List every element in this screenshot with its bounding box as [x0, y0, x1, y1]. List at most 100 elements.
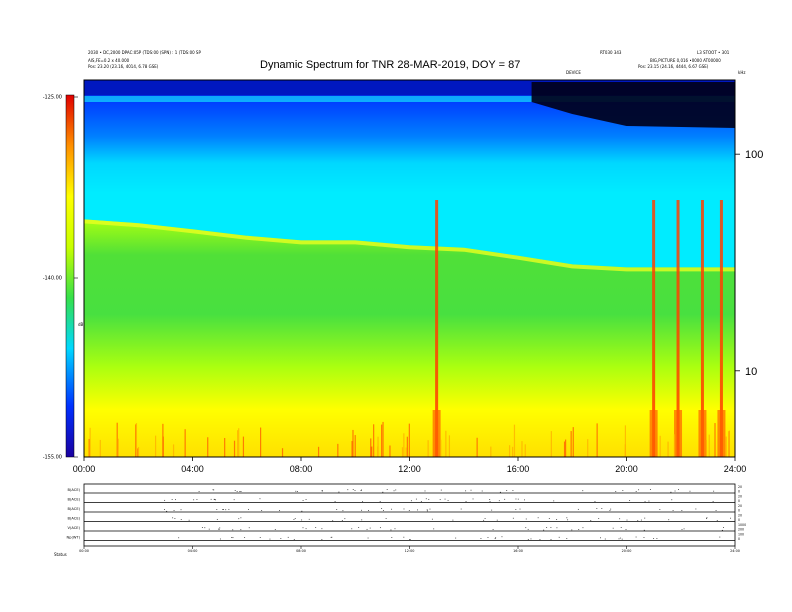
panel-data-dot	[452, 519, 454, 521]
spectrogram-spike	[238, 428, 240, 457]
panel-data-dot	[715, 510, 717, 511]
panel-data-dot	[164, 509, 166, 510]
solar-wind-panels: B(ACE)200B(ACE)200B(ACE)200B(ACE)200V(AC…	[66, 485, 746, 541]
panel-data-dot	[670, 491, 672, 493]
header-info-right-2: L3 STOOT • 301	[697, 50, 730, 55]
spectrogram-spike	[476, 437, 478, 457]
panel-data-dot	[338, 491, 340, 493]
panel-data-dot	[366, 528, 368, 530]
spectrogram-dark-region	[531, 82, 735, 128]
radio-burst	[719, 200, 723, 457]
panel-data-dot	[447, 500, 449, 501]
panel-data-dot	[556, 519, 558, 520]
spectrogram-cyan-band	[84, 96, 735, 102]
radio-burst-base	[649, 410, 658, 457]
spectrogram-spike	[401, 447, 404, 457]
panel-data-dot	[362, 501, 364, 503]
panel-data-dot	[492, 529, 494, 530]
spectrogram-spike	[673, 434, 676, 457]
radio-burst-base	[432, 410, 441, 457]
spectrogram-spike	[224, 437, 226, 457]
x-tick-label: 24:00	[724, 464, 747, 474]
panel-data-dot	[644, 501, 646, 503]
panel-data-dot	[635, 536, 637, 538]
spectrogram-spike	[389, 445, 391, 457]
spectrogram-spike	[408, 423, 410, 457]
panel-data-dot	[512, 517, 514, 519]
spectrogram-spike	[513, 424, 516, 457]
spectrogram-spike	[667, 441, 669, 457]
panel-data-dot	[409, 539, 411, 540]
spectrogram-spike	[184, 429, 186, 457]
panel-data-dot	[233, 499, 235, 501]
panel-data-dot	[379, 501, 381, 502]
panel-data-dot	[577, 508, 579, 510]
panel-data-dot	[556, 527, 558, 529]
panel-data-dot	[352, 489, 354, 490]
panel-data-dot	[668, 519, 670, 521]
spectrogram-spike	[624, 425, 627, 457]
spectrogram-spike	[162, 423, 164, 457]
panel-data-dot	[723, 527, 725, 528]
panel-data-dot	[426, 510, 428, 512]
spectrogram-spike	[508, 445, 511, 457]
spectrogram-spike	[596, 423, 598, 457]
panel-data-dot	[321, 528, 323, 530]
panel-data-dot	[358, 527, 360, 528]
panel-data-dot	[656, 538, 658, 539]
x-tick-label: 04:00	[181, 464, 204, 474]
panel-data-dot	[232, 537, 234, 539]
panel-data-dot	[166, 510, 168, 512]
panel-data-dot	[334, 501, 336, 502]
panel-data-dot	[455, 537, 457, 539]
panel-data-dot	[347, 489, 349, 491]
spectrogram-spike	[317, 446, 320, 457]
panel-data-dot	[234, 490, 236, 491]
spectrogram-spike	[550, 431, 552, 457]
panel-data-dot	[215, 499, 217, 501]
panel-data-dot	[618, 538, 620, 540]
panel-data-dot	[604, 538, 606, 540]
panel-data-dot	[582, 527, 584, 529]
panel-data-dot	[550, 539, 552, 540]
panel-data-dot	[527, 539, 529, 541]
panel-tick-label: 0	[738, 490, 740, 494]
panel-data-dot	[644, 517, 646, 519]
panel-data-dot	[225, 509, 227, 511]
panel-data-dot	[499, 491, 501, 493]
panel-tick-label: 0	[738, 537, 740, 541]
panel-tick-label: 0	[738, 499, 740, 503]
panel-data-dot	[361, 519, 363, 521]
spectrogram-spike	[99, 439, 101, 457]
panel-data-dot	[420, 501, 422, 502]
spectrogram-spike	[725, 436, 727, 457]
panel-data-dot	[506, 490, 508, 491]
panel-data-dot	[332, 520, 334, 522]
panel-data-dot	[390, 529, 392, 531]
panel-data-dot	[713, 490, 715, 492]
panel-data-dot	[626, 519, 628, 521]
panel-data-dot	[429, 508, 431, 510]
panel-data-dot	[368, 510, 370, 511]
header-info-left-1: 2030 • DC,2000 DPAC:05P (TDS:00 (SPN) : …	[88, 50, 201, 55]
panel-data-dot	[231, 537, 233, 538]
x-axis-ticks: 00:00 04:00 08:00 12:00 16:00 20:00 24:00	[73, 457, 747, 474]
panel-data-dot	[512, 490, 514, 491]
panel-x-tick-label: 00:00	[79, 549, 89, 553]
panel-data-dot	[293, 539, 295, 540]
panel-data-dot	[382, 491, 384, 493]
panel-data-dot	[706, 517, 708, 519]
panel-data-dot	[643, 529, 645, 531]
panel-data-dot	[259, 537, 261, 538]
spectrogram-spike	[242, 436, 245, 457]
spectrogram-spike	[521, 441, 523, 457]
spectrogram-spike	[572, 427, 574, 457]
panel-x-tick-label: 04:00	[188, 549, 198, 553]
panel-data-dot	[672, 510, 674, 511]
panel-data-dot	[240, 517, 242, 519]
panel-data-dot	[706, 518, 708, 520]
panel-data-dot	[219, 538, 221, 540]
panel-data-dot	[638, 489, 640, 491]
spectrogram-spike	[714, 423, 716, 457]
spectrogram-band-edge	[84, 219, 735, 272]
